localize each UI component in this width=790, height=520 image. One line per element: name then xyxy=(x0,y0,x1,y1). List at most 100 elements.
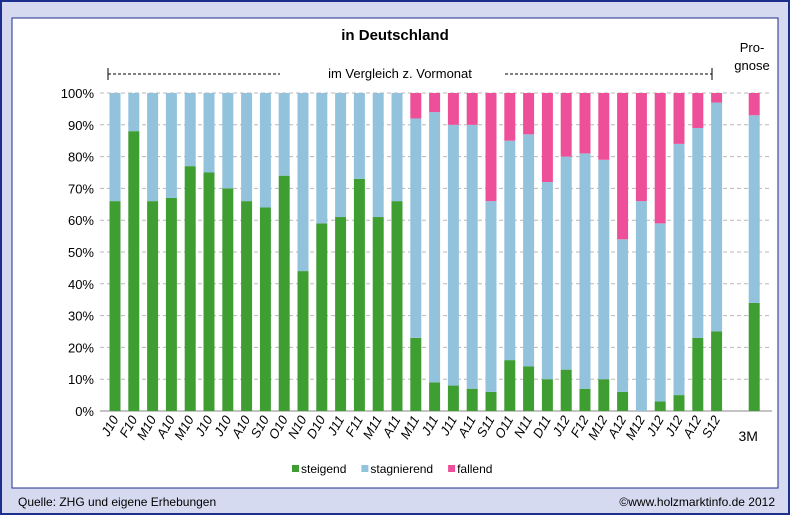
y-tick-label: 70% xyxy=(68,181,94,196)
bar-segment xyxy=(222,188,234,411)
bar-segment xyxy=(109,93,121,202)
bar-segment xyxy=(222,93,234,189)
bar-segment xyxy=(541,93,553,183)
bar-segment xyxy=(259,93,271,208)
bar-segment xyxy=(579,93,591,154)
bar-segment xyxy=(278,175,290,411)
y-tick-label: 100% xyxy=(61,86,95,101)
annotation: im Vergleich z. Vormonat xyxy=(328,66,472,81)
y-tick-label: 30% xyxy=(68,309,94,324)
bar-segment xyxy=(259,207,271,411)
bar-segment xyxy=(203,172,215,411)
bar-segment xyxy=(617,93,629,240)
bar-segment xyxy=(372,217,384,411)
bar-segment xyxy=(335,93,347,218)
y-tick-label: 20% xyxy=(68,340,94,355)
bar-segment xyxy=(316,93,328,224)
bar-segment xyxy=(466,93,478,125)
bar-segment xyxy=(560,369,572,411)
bar-segment xyxy=(410,118,422,338)
y-tick-label: 50% xyxy=(68,245,94,260)
subtitle: in Deutschland xyxy=(341,27,449,44)
bar-segment xyxy=(692,337,704,411)
bar-segment xyxy=(523,134,535,367)
bar-segment xyxy=(617,239,629,392)
bar-segment xyxy=(391,93,403,202)
bar-segment xyxy=(748,302,760,411)
bar-segment xyxy=(673,395,685,411)
bar-segment xyxy=(410,337,422,411)
bar-segment xyxy=(635,93,647,202)
bar-segment xyxy=(241,93,253,202)
bar-segment xyxy=(429,382,441,411)
bar-segment xyxy=(504,360,516,411)
bar-segment xyxy=(711,93,723,103)
bar-segment xyxy=(560,93,572,157)
bar-segment xyxy=(598,379,610,411)
y-tick-label: 80% xyxy=(68,150,94,165)
bar-segment xyxy=(523,93,535,135)
bar-segment xyxy=(391,201,403,411)
bar-segment xyxy=(278,93,290,176)
legend-swatch xyxy=(448,465,456,472)
bar-segment xyxy=(184,166,196,411)
bar-segment xyxy=(203,93,215,173)
bar-segment xyxy=(579,153,591,389)
bar-segment xyxy=(673,143,685,396)
bar-segment xyxy=(165,197,177,411)
bar-segment xyxy=(353,93,365,179)
bar-segment xyxy=(147,201,159,411)
bar-segment xyxy=(523,366,535,411)
bar-segment xyxy=(598,93,610,160)
bar-segment xyxy=(410,93,422,119)
bar-segment xyxy=(353,178,365,411)
y-tick-label: 40% xyxy=(68,277,94,292)
bar-segment xyxy=(466,124,478,389)
bar-segment xyxy=(692,93,704,128)
bar-segment xyxy=(673,93,685,144)
bar-segment xyxy=(447,124,459,386)
bar-segment xyxy=(748,93,760,116)
legend-swatch xyxy=(292,465,299,472)
bar-segment xyxy=(541,379,553,411)
bar-segment xyxy=(147,93,159,202)
bar-segment xyxy=(654,401,666,411)
annotation: gnose xyxy=(734,58,769,73)
bar-segment xyxy=(429,112,441,383)
bar-segment xyxy=(748,115,760,303)
x-tick-label: 3M xyxy=(738,428,757,444)
bar-segment xyxy=(485,201,497,392)
bar-segment xyxy=(711,331,723,411)
bar-segment xyxy=(654,93,666,224)
bar-segment xyxy=(692,127,704,338)
copyright: ©www.holzmarktinfo.de 2012 xyxy=(619,495,775,509)
bar-segment xyxy=(485,93,497,202)
bar-segment xyxy=(598,159,610,380)
bar-segment xyxy=(504,140,516,361)
source: Quelle: ZHG und eigene Erhebungen xyxy=(18,495,216,509)
y-tick-label: 10% xyxy=(68,372,94,387)
bar-segment xyxy=(109,201,121,411)
bar-segment xyxy=(297,271,309,411)
bar-segment xyxy=(165,93,177,198)
y-tick-label: 60% xyxy=(68,213,94,228)
bar-segment xyxy=(335,217,347,411)
bar-segment xyxy=(372,93,384,218)
bar-segment xyxy=(447,93,459,125)
bar-segment xyxy=(429,93,441,113)
bar-segment xyxy=(504,93,516,141)
bar-segment xyxy=(128,93,140,132)
bar-segment xyxy=(541,182,553,380)
bar-segment xyxy=(485,391,497,411)
bar-segment xyxy=(617,391,629,411)
bar-segment xyxy=(560,156,572,370)
y-tick-label: 90% xyxy=(68,118,94,133)
bar-segment xyxy=(297,93,309,272)
annotation: Pro- xyxy=(740,40,765,55)
bar-segment xyxy=(316,223,328,411)
bar-segment xyxy=(579,388,591,411)
bar-segment xyxy=(635,201,647,411)
legend-swatch xyxy=(361,465,369,472)
